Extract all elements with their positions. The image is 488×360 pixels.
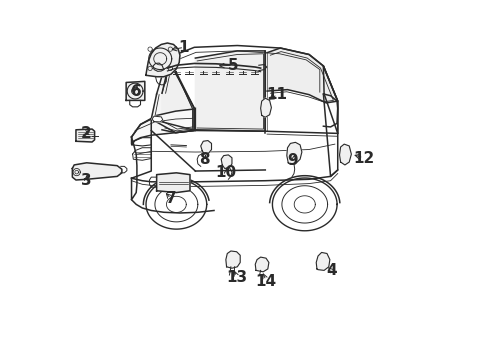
Text: 6: 6 [131,84,142,99]
Polygon shape [72,163,122,180]
Polygon shape [131,109,194,144]
Polygon shape [260,98,271,117]
Text: 7: 7 [165,191,176,206]
Polygon shape [225,251,240,268]
Polygon shape [153,63,163,71]
Text: 8: 8 [199,152,209,167]
Text: 5: 5 [227,58,238,73]
Text: 10: 10 [215,165,236,180]
Polygon shape [145,43,180,77]
Polygon shape [255,257,268,272]
Text: 12: 12 [352,151,373,166]
Polygon shape [76,129,94,142]
Polygon shape [156,173,190,193]
Text: 9: 9 [287,153,298,168]
Polygon shape [221,155,231,168]
Text: 4: 4 [325,263,336,278]
Polygon shape [152,116,163,122]
Polygon shape [195,51,265,131]
Polygon shape [201,140,211,154]
Polygon shape [162,60,194,133]
Text: 13: 13 [225,270,246,285]
Text: 1: 1 [178,40,188,55]
Polygon shape [316,252,329,270]
Polygon shape [126,81,144,100]
Polygon shape [266,48,337,103]
Polygon shape [286,142,301,164]
Text: 2: 2 [81,126,91,141]
Polygon shape [151,58,194,133]
Text: 11: 11 [266,87,286,102]
Text: 14: 14 [255,274,276,289]
Text: 3: 3 [81,173,91,188]
Polygon shape [339,144,351,165]
